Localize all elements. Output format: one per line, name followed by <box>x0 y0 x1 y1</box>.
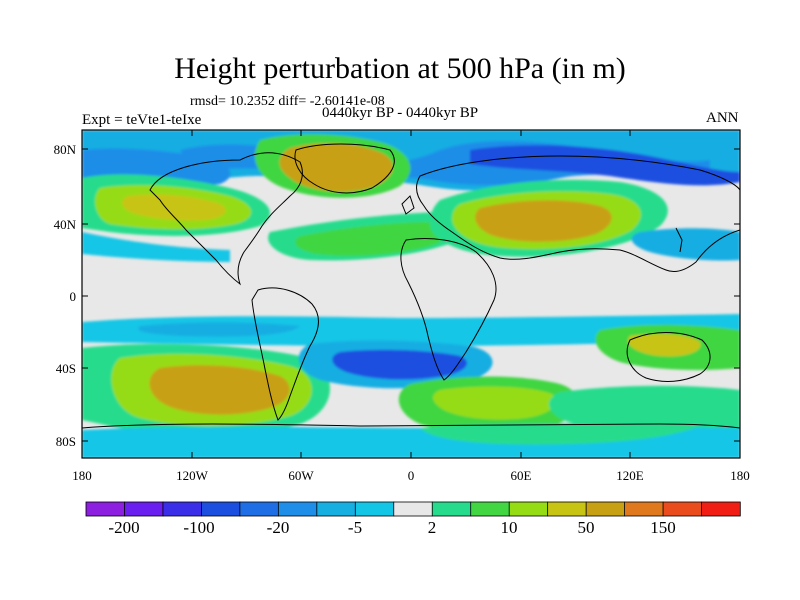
period-label: 0440kyr BP - 0440kyr BP <box>322 105 479 121</box>
coast-north-america <box>149 152 303 286</box>
coast-uk <box>401 195 415 215</box>
contour-sh-subtropic-low-core <box>138 322 300 337</box>
colorbar <box>85 501 741 517</box>
colorbar-label: 50 <box>578 518 595 537</box>
lon-tick-label: 120E <box>616 468 644 483</box>
contour-field <box>82 130 740 458</box>
lat-tick-label: 0 <box>70 289 77 304</box>
statistics-label: rmsd= 10.2352 diff= -2.60141e-08 <box>190 94 385 109</box>
colorbar-segment <box>470 501 510 517</box>
coast-south-america <box>251 287 319 421</box>
colorbar-label: 2 <box>428 518 437 537</box>
colorbar-segment <box>316 501 356 517</box>
colorbar-segment <box>547 501 587 517</box>
lon-tick-label: 120W <box>176 468 209 483</box>
contour-nepacific-low <box>631 228 740 261</box>
colorbar-label: -200 <box>108 518 139 537</box>
colorbar-labels: -200 -100 -20 -5 2 10 50 150 <box>108 518 675 537</box>
page-title: Height perturbation at 500 hPa (in m) <box>174 52 626 85</box>
contour-pacific-high-core <box>122 194 226 221</box>
coast-antarctica <box>82 423 740 429</box>
lon-tick-label: 60E <box>511 468 532 483</box>
coast-australia <box>626 332 711 382</box>
contour-antarctic-band-mid <box>420 423 700 445</box>
colorbar-segment <box>239 501 280 517</box>
coast-eurasia <box>416 155 740 273</box>
coastlines <box>82 143 740 429</box>
colorbar-label: -100 <box>183 518 214 537</box>
colorbar-segment <box>201 501 241 517</box>
lat-axis: 80N 40N 0 40S 80S <box>54 142 740 449</box>
contour-asia-low <box>470 145 740 186</box>
contour-sh-indian-high-core <box>432 386 557 420</box>
lat-tick-label: 40N <box>54 217 77 232</box>
contour-australia-high-core <box>628 334 701 357</box>
colorbar-label: -5 <box>348 518 362 537</box>
lon-tick-label: 60W <box>288 468 314 483</box>
contour-sh-high-band <box>548 385 740 432</box>
colorbar-segment <box>508 501 549 517</box>
colorbar-label: 150 <box>650 518 676 537</box>
colorbar-segment <box>701 501 741 517</box>
colorbar-segment <box>393 501 433 517</box>
lat-tick-label: 80N <box>54 142 77 157</box>
colorbar-segment <box>277 501 318 517</box>
colorbar-segment <box>624 501 664 517</box>
lon-axis: 180 120W 60W 0 60E 120E 180 <box>72 130 750 483</box>
colorbar-label: 10 <box>501 518 518 537</box>
coast-africa <box>400 238 497 381</box>
contour-sh-subtropic-low <box>82 314 740 346</box>
coast-greenland <box>294 143 395 194</box>
contour-nw-low <box>82 232 230 262</box>
colorbar-segment <box>662 501 703 517</box>
lon-tick-label: 0 <box>408 468 415 483</box>
contour-sh-pacific-high-core <box>149 365 290 415</box>
lat-tick-label: 80S <box>56 434 76 449</box>
contour-atlantic-high <box>295 222 449 256</box>
colorbar-segment <box>431 501 472 517</box>
season-label: ANN <box>706 110 739 126</box>
contour-eurasia-high-core <box>475 200 612 242</box>
experiment-label: Expt = teVte1-teIxe <box>82 112 202 128</box>
lat-tick-label: 40S <box>56 361 76 376</box>
lon-tick-label: 180 <box>72 468 92 483</box>
colorbar-segment <box>585 501 626 517</box>
colorbar-segment <box>124 501 164 517</box>
colorbar-segment <box>85 501 126 517</box>
coast-japan <box>675 227 683 253</box>
colorbar-segment <box>354 501 395 517</box>
lon-tick-label: 180 <box>730 468 750 483</box>
colorbar-segment <box>162 501 203 517</box>
colorbar-label: -20 <box>267 518 290 537</box>
